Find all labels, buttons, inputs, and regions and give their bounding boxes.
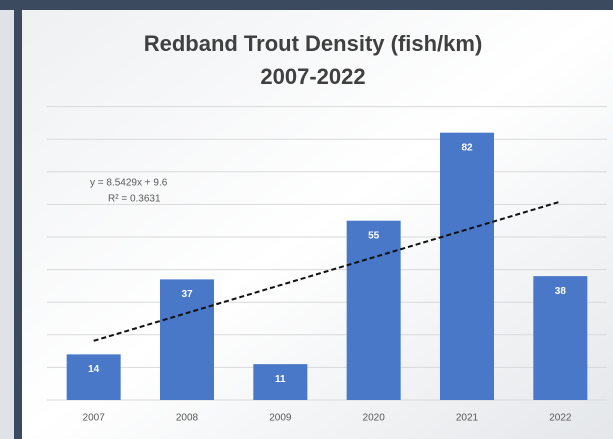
data-label: 11 — [275, 374, 286, 385]
data-label: 14 — [88, 364, 100, 375]
bar — [440, 132, 494, 400]
data-label: 82 — [461, 142, 473, 153]
bar — [253, 364, 308, 400]
trendline — [93, 200, 561, 342]
x-tick-label: 2021 — [456, 413, 479, 424]
bar — [346, 220, 401, 400]
trendline-r-squared: R² = 0.3631 — [108, 194, 161, 205]
data-label: 38 — [555, 286, 567, 297]
side-panel — [0, 10, 14, 439]
x-tick-label: 2007 — [83, 413, 106, 424]
x-tick-label: 2020 — [363, 413, 386, 424]
x-tick-label: 2009 — [269, 413, 292, 424]
bars: 2007 14 2008 37 2009 11 2020 55 2021 82 2022 38 — [66, 132, 588, 424]
data-label: 37 — [181, 289, 193, 300]
bar — [533, 276, 588, 400]
chart-subtitle: 2007-2022 — [260, 64, 365, 89]
bar — [160, 279, 214, 400]
trendline-equation: y = 8.5429x + 9.6 — [90, 178, 168, 189]
bar — [66, 354, 121, 400]
chart-title: Redband Trout Density (fish/km) — [144, 31, 483, 56]
grid — [47, 106, 607, 401]
x-tick-label: 2008 — [176, 413, 199, 424]
data-label: 55 — [368, 230, 380, 241]
x-tick-label: 2022 — [549, 413, 572, 424]
